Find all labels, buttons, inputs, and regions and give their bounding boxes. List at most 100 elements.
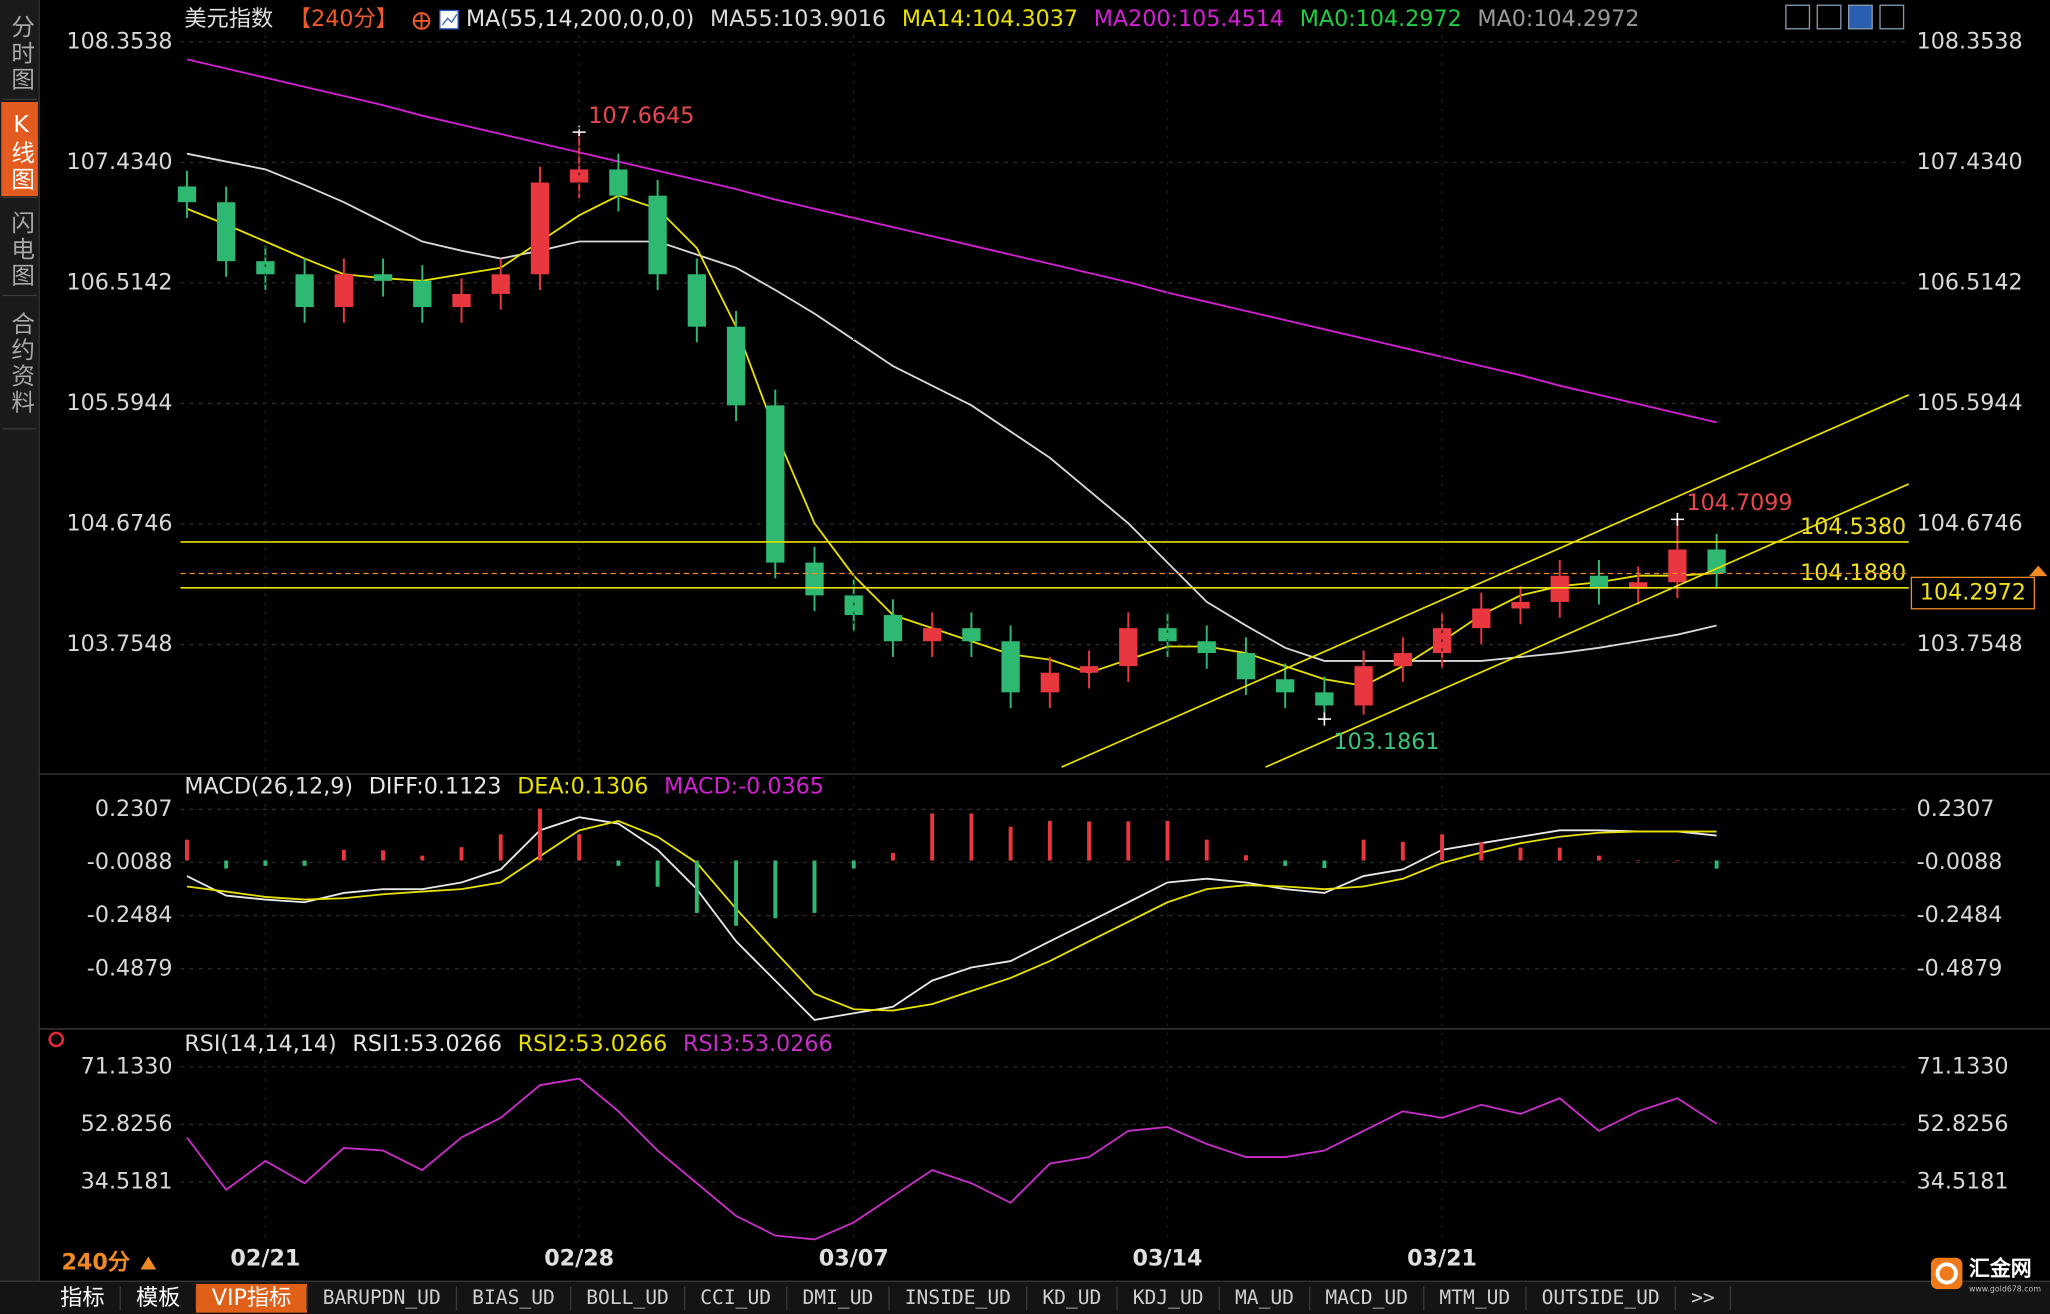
x-tick-label: 03/21 [1407,1246,1477,1272]
icon[interactable] [1785,4,1811,30]
trend-line [1265,483,1910,768]
histogram-bar [1714,860,1719,869]
tab[interactable]: VIP指标 [212,1285,292,1311]
candle-body [1119,628,1138,667]
y-tick-label: 106.5142 [1917,269,2023,295]
trend-line [1061,394,1910,768]
period-label[interactable]: 240分 [61,1249,130,1275]
histogram-bar [1322,860,1327,869]
y-tick-label: -0.4879 [1917,955,2003,981]
y-tick-label: 0.2307 [1917,796,1995,822]
legend-entry: MA(55,14,200,0,0,0) [466,6,694,32]
tab[interactable]: MTM_UD [1439,1286,1510,1309]
histogram-bar [459,847,464,861]
sidebar-item[interactable]: 分时图 [7,14,35,93]
toolbar-icons[interactable] [1785,4,1905,30]
histogram-bar [537,808,542,861]
candle-body [334,274,353,308]
histogram-bar [1087,821,1092,861]
x-tick-label: 02/21 [230,1246,300,1272]
y-tick-label: 103.7548 [1917,631,2023,657]
tab[interactable]: KD_UD [1042,1286,1101,1309]
period-arrow [140,1256,157,1270]
logo-mark [1935,1262,1958,1285]
y-tick-label: 107.4340 [1917,149,2023,175]
sidebar-item[interactable]: 闪电图 [7,210,35,289]
tab[interactable]: DMI_UD [802,1286,873,1309]
candle-body [1589,575,1609,589]
legend-entry: 【240分】 [289,6,398,32]
candle-body [452,293,471,308]
tab[interactable]: KDJ_UD [1133,1286,1204,1309]
candle-body [295,274,314,308]
candle-body [726,326,746,406]
icon[interactable] [1848,4,1873,30]
candle-body [530,182,550,275]
y-tick-label: -0.2484 [87,902,173,928]
candle-body [413,280,432,308]
sidebar-item[interactable]: 合约资料 [7,311,35,416]
candle-body [217,202,236,262]
candle-body [923,628,942,642]
candle-body [177,186,197,203]
y-tick-label: 52.8256 [81,1111,173,1137]
extreme-label: 103.1861 [1334,729,1440,755]
icon[interactable] [1879,4,1905,30]
tab[interactable]: 指标 [60,1285,104,1311]
tab[interactable]: BIAS_UD [472,1286,555,1309]
tab[interactable]: BOLL_UD [586,1286,669,1309]
histogram-bar [1400,841,1405,861]
y-tick-label: 0.2307 [95,796,173,822]
tab[interactable]: INSIDE_UD [905,1286,1011,1309]
ma-line [186,194,1717,687]
tab[interactable]: 模板 [136,1285,180,1311]
candle-body [1040,672,1059,693]
y-tick-label: -0.4879 [87,955,173,981]
tab[interactable]: BARUPDN_UD [323,1286,441,1309]
legend-entry: 美元指数 [184,6,273,32]
y-tick-label: 104.6746 [1917,511,2023,537]
add-icon[interactable] [413,13,430,29]
histogram-bar [1047,821,1052,861]
histogram-bar [184,839,189,861]
legend-entry: MACD(26,12,9) [184,774,353,800]
histogram-bar [1479,841,1484,861]
tab-bar [0,1281,2050,1314]
histogram-bar [1518,847,1523,861]
histogram-bar [930,813,935,861]
histogram-bar [694,860,699,913]
logo-url: www.gold678.com [1969,1285,2041,1294]
tab[interactable]: >> [1691,1286,1715,1309]
y-tick-label: -0.2484 [1917,902,2003,928]
y-tick-label: 34.5181 [81,1168,173,1194]
histogram-bar [341,849,346,861]
candle-body [766,405,785,563]
legend-entry: RSI3:53.0266 [683,1031,833,1057]
alert-icon[interactable] [48,1031,65,1048]
candle-body [1354,666,1373,706]
candle-body [1629,582,1648,589]
candle-body [1276,679,1295,693]
sidebar-active [1,102,38,197]
extreme-label: 104.7099 [1687,490,1793,516]
legend-entry: DIFF:0.1123 [369,774,502,800]
sidebar-item[interactable]: K线图 [7,110,35,193]
tab[interactable]: MA_UD [1235,1286,1294,1309]
horizontal-line-label: 104.1880 [1800,560,1906,586]
tab[interactable]: CCI_UD [700,1286,771,1309]
candle-body [1315,692,1334,706]
histogram-bar [1243,855,1248,861]
legend-entry: MA0:104.2972 [1300,6,1462,32]
histogram-bar [1675,860,1680,862]
histogram-bar [890,852,895,861]
candle-body [687,274,706,327]
logo-text: 汇金网 [1969,1257,2032,1281]
tab[interactable]: OUTSIDE_UD [1542,1286,1660,1309]
tab[interactable]: MACD_UD [1325,1286,1408,1309]
icon[interactable] [1816,4,1842,30]
y-tick-label: 103.7548 [67,631,173,657]
x-tick-label: 03/07 [819,1246,889,1272]
histogram-bar [655,860,660,887]
horizontal-line-label: 104.5380 [1800,514,1906,540]
